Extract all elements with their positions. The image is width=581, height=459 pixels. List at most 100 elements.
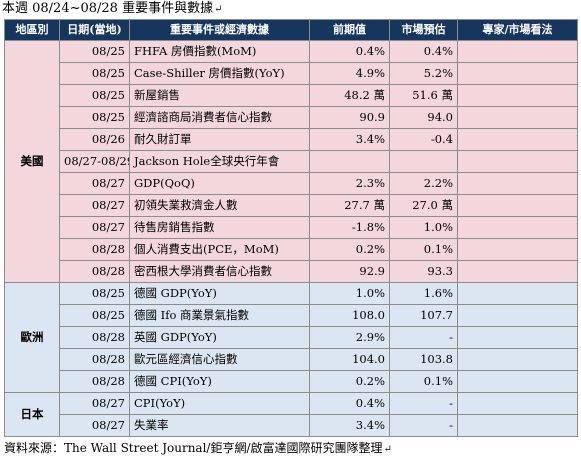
previous-value-cell: 0.2% [309, 370, 390, 393]
date-cell: 08/25 [59, 304, 130, 327]
header-previous: 前期值 [309, 19, 390, 41]
table-row: 美國 08/25 FHFA 房價指數(MoM) 0.4% 0.4% [4, 40, 578, 283]
opinion-cell [457, 84, 578, 107]
table-row: 08/27 初領失業救濟金人數 27.7 萬 27.0 萬 [5, 194, 578, 217]
event-cell: 初領失業救濟金人數 [129, 194, 310, 217]
event-cell: Case-Shiller 房價指數(YoY) [129, 62, 310, 85]
table-row: 08/25 經濟諮商局消費者信心指數 90.9 94.0 [5, 106, 578, 129]
event-cell: Jackson Hole全球央行年會 [129, 150, 310, 173]
previous-value-cell: 92.9 [309, 260, 390, 283]
event-cell: 個人消費支出(PCE，MoM) [129, 238, 310, 261]
previous-value-cell: 48.2 萬 [309, 84, 390, 107]
event-cell: 耐久財訂單 [129, 128, 310, 151]
event-cell: 英國 GDP(YoY) [129, 326, 310, 349]
source-footnote: 資料來源：The Wall Street Journal/鉅亨網/啟富達國際研究… [4, 441, 392, 455]
table-row: 日本 08/27 CPI(YoY) 0.4% - [4, 392, 578, 437]
date-cell: 08/25 [59, 40, 130, 63]
opinion-cell [457, 62, 578, 85]
events-table: 地區別 日期(當地) 重要事件或經濟數據 前期值 市場預估 專家/市場看法 美國… [4, 19, 578, 437]
previous-value-cell: 3.4% [309, 414, 390, 437]
event-cell: 密西根大學消費者信心指數 [129, 260, 310, 283]
opinion-cell [457, 414, 578, 437]
previous-value-cell: 2.9% [309, 326, 390, 349]
table-row: 08/27 GDP(QoQ) 2.3% 2.2% [5, 172, 578, 195]
table-row: 08/28 德國 CPI(YoY) 0.2% 0.1% [5, 370, 578, 393]
opinion-cell [457, 304, 578, 327]
forecast-value-cell: 1.6% [389, 282, 458, 305]
previous-value-cell [309, 150, 390, 173]
table-row: 08/28 密西根大學消費者信心指數 92.9 93.3 [5, 260, 578, 283]
table-row: 歐洲 08/25 德國 GDP(YoY) 1.0% 1.6% [4, 282, 578, 393]
opinion-cell [457, 40, 578, 63]
opinion-cell [457, 172, 578, 195]
event-cell: 失業率 [129, 414, 310, 437]
page-title: 本週 08/24~08/28 重要事件與數據↵ [2, 1, 223, 16]
event-cell: 新屋銷售 [129, 84, 310, 107]
header-event: 重要事件或經濟數據 [129, 19, 310, 41]
forecast-value-cell: 107.7 [389, 304, 458, 327]
forecast-value-cell: - [389, 414, 458, 437]
opinion-cell [457, 216, 578, 239]
previous-value-cell: 108.0 [309, 304, 390, 327]
date-cell: 08/28 [59, 370, 130, 393]
date-cell: 08/25 [59, 106, 130, 129]
opinion-cell [457, 348, 578, 371]
event-cell: 德國 Ifo 商業景氣指數 [129, 304, 310, 327]
region-cell: 美國 [4, 40, 60, 283]
event-cell: CPI(YoY) [129, 392, 310, 415]
header-date: 日期(當地) [59, 19, 130, 41]
date-cell: 08/27 [59, 216, 130, 239]
header-region: 地區別 [4, 19, 60, 41]
event-cell: 德國 CPI(YoY) [129, 370, 310, 393]
event-cell: 經濟諮商局消費者信心指數 [129, 106, 310, 129]
forecast-value-cell: 0.4% [389, 40, 458, 63]
previous-value-cell: 3.4% [309, 128, 390, 151]
date-cell: 08/25 [59, 282, 130, 305]
forecast-value-cell: 2.2% [389, 172, 458, 195]
forecast-value-cell: 27.0 萬 [389, 194, 458, 217]
previous-value-cell: 0.2% [309, 238, 390, 261]
date-cell: 08/27-08/29 [59, 150, 130, 173]
forecast-value-cell: - [389, 392, 458, 415]
date-cell: 08/27 [59, 172, 130, 195]
paragraph-mark-icon: ↵ [214, 4, 223, 15]
date-cell: 08/28 [59, 238, 130, 261]
paragraph-mark-icon: ↵ [383, 444, 392, 455]
event-cell: 德國 GDP(YoY) [129, 282, 310, 305]
forecast-value-cell: 1.0% [389, 216, 458, 239]
forecast-value-cell [389, 150, 458, 173]
region-cell: 歐洲 [4, 282, 60, 393]
forecast-value-cell: 94.0 [389, 106, 458, 129]
previous-value-cell: 27.7 萬 [309, 194, 390, 217]
table-row: 08/26 耐久財訂單 3.4% -0.4 [5, 128, 578, 151]
previous-value-cell: 1.0% [309, 282, 390, 305]
date-cell: 08/27 [59, 414, 130, 437]
forecast-value-cell: 5.2% [389, 62, 458, 85]
date-cell: 08/28 [59, 348, 130, 371]
table-row: 08/25 Case-Shiller 房價指數(YoY) 4.9% 5.2% [5, 62, 578, 85]
opinion-cell [457, 238, 578, 261]
date-cell: 08/27 [59, 392, 130, 415]
forecast-value-cell: 0.1% [389, 370, 458, 393]
previous-value-cell: -1.8% [309, 216, 390, 239]
opinion-cell [457, 128, 578, 151]
opinion-cell [457, 260, 578, 283]
table-header-row: 地區別 日期(當地) 重要事件或經濟數據 前期值 市場預估 專家/市場看法 [4, 19, 578, 41]
event-cell: 歐元區經濟信心指數 [129, 348, 310, 371]
opinion-cell [457, 106, 578, 129]
previous-value-cell: 4.9% [309, 62, 390, 85]
table-body: 美國 08/25 FHFA 房價指數(MoM) 0.4% 0.4% 08/25 Case-S… [4, 40, 578, 437]
opinion-cell [457, 194, 578, 217]
forecast-value-cell: - [389, 326, 458, 349]
table-row: 08/28 個人消費支出(PCE，MoM) 0.2% 0.1% [5, 238, 578, 261]
table-row: 08/25 德國 Ifo 商業景氣指數 108.0 107.7 [5, 304, 578, 327]
date-cell: 08/25 [59, 62, 130, 85]
previous-value-cell: 0.4% [309, 40, 390, 63]
opinion-cell [457, 326, 578, 349]
event-cell: FHFA 房價指數(MoM) [129, 40, 310, 63]
event-cell: GDP(QoQ) [129, 172, 310, 195]
opinion-cell [457, 392, 578, 415]
opinion-cell [457, 282, 578, 305]
previous-value-cell: 2.3% [309, 172, 390, 195]
table-row: 08/27 失業率 3.4% - [5, 414, 578, 437]
